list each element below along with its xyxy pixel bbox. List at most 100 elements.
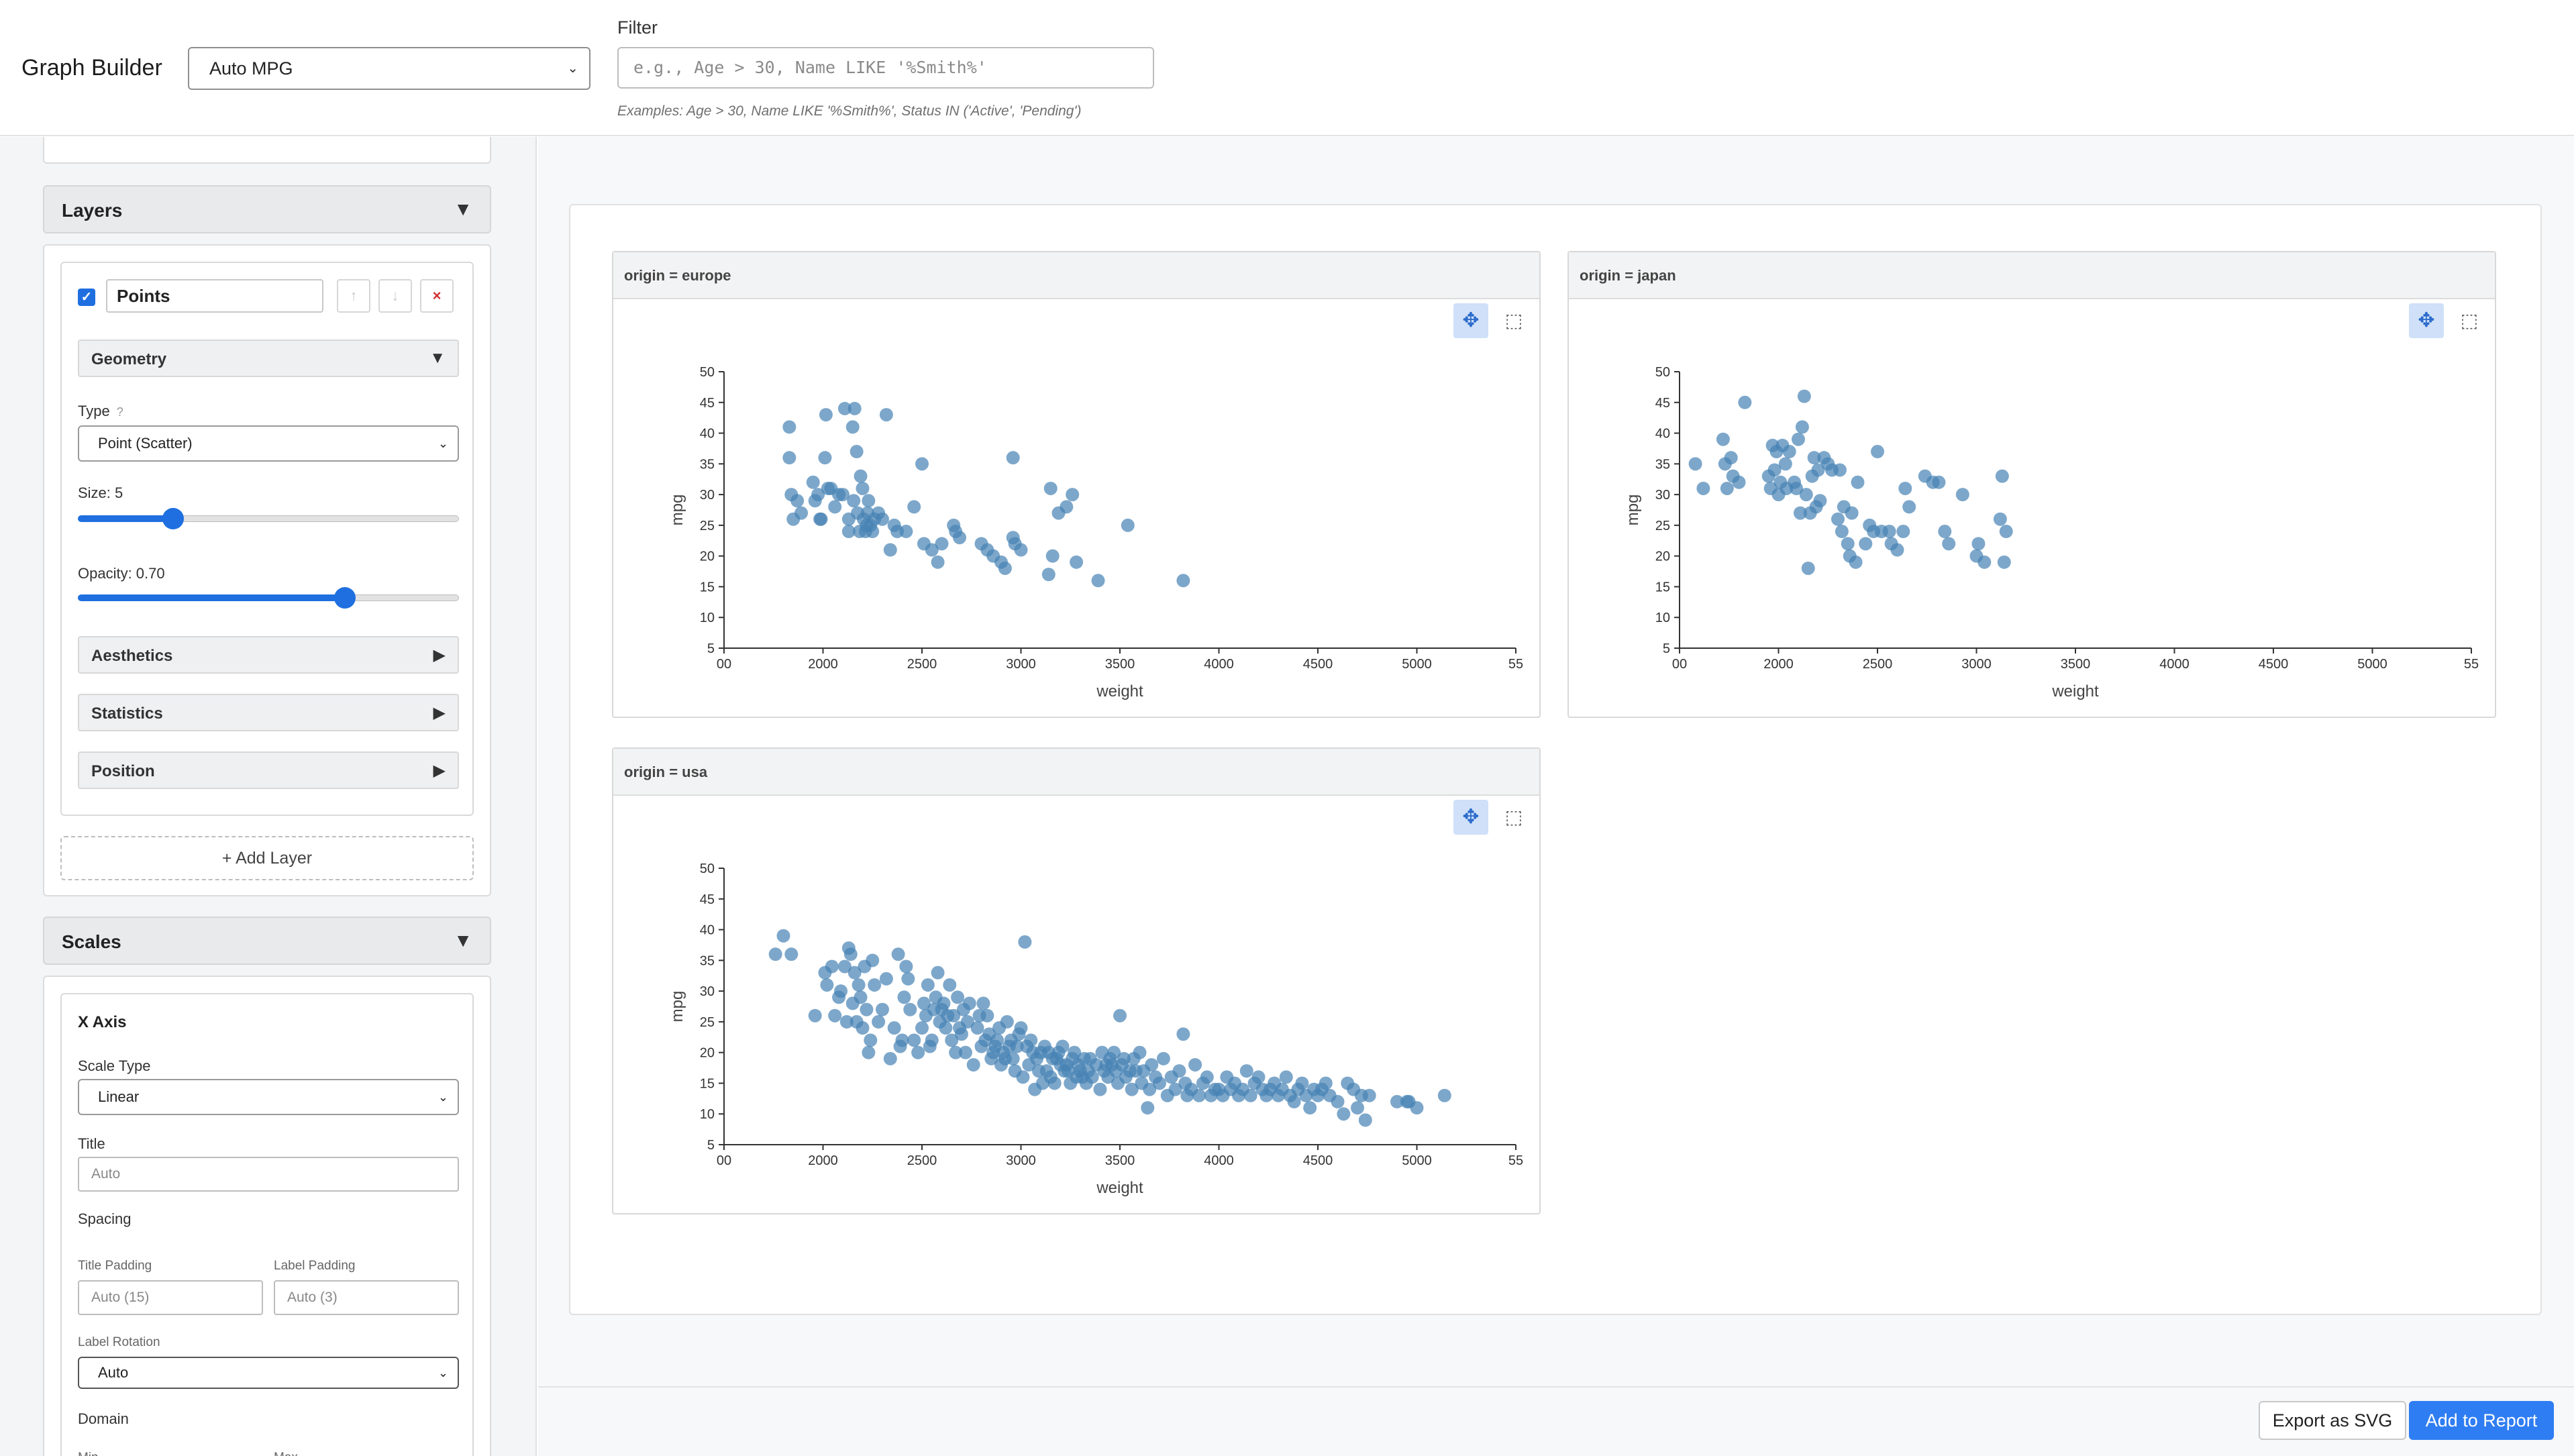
data-point[interactable] xyxy=(852,978,866,992)
data-point[interactable] xyxy=(990,1033,1005,1047)
data-point[interactable] xyxy=(883,1051,897,1065)
data-point[interactable] xyxy=(891,947,905,961)
data-point[interactable] xyxy=(1143,1082,1157,1096)
layer-name-input[interactable]: Points xyxy=(106,279,323,313)
data-point[interactable] xyxy=(1716,432,1730,446)
data-point[interactable] xyxy=(1176,574,1190,588)
data-point[interactable] xyxy=(1993,512,2007,526)
data-point[interactable] xyxy=(834,984,848,998)
data-point[interactable] xyxy=(879,972,893,986)
data-point[interactable] xyxy=(1793,506,1807,520)
data-point[interactable] xyxy=(958,1045,972,1059)
data-point[interactable] xyxy=(872,1015,886,1029)
data-point[interactable] xyxy=(1807,451,1821,465)
opacity-slider[interactable] xyxy=(78,586,459,609)
data-point[interactable] xyxy=(850,445,864,459)
data-point[interactable] xyxy=(1125,1082,1139,1096)
data-point[interactable] xyxy=(828,500,842,514)
data-point[interactable] xyxy=(1358,1113,1372,1127)
data-point[interactable] xyxy=(1767,463,1782,477)
data-point[interactable] xyxy=(1995,469,2009,483)
data-point[interactable] xyxy=(911,1045,925,1059)
data-point[interactable] xyxy=(1902,500,1916,514)
data-point[interactable] xyxy=(820,978,834,992)
data-point[interactable] xyxy=(1243,1088,1257,1102)
data-point[interactable] xyxy=(828,1008,842,1023)
data-point[interactable] xyxy=(1882,525,1896,539)
data-point[interactable] xyxy=(841,525,856,539)
data-point[interactable] xyxy=(808,1008,822,1023)
data-point[interactable] xyxy=(837,959,852,974)
data-point[interactable] xyxy=(790,494,805,508)
data-point[interactable] xyxy=(776,929,790,943)
position-section-header[interactable]: Position ▶ xyxy=(78,751,459,789)
data-point[interactable] xyxy=(1006,1051,1020,1065)
data-point[interactable] xyxy=(1795,420,1809,434)
data-point[interactable] xyxy=(966,1057,980,1072)
data-point[interactable] xyxy=(937,996,951,1010)
data-point[interactable] xyxy=(949,1045,963,1059)
box-select-button[interactable]: ⬚ xyxy=(2452,303,2487,338)
scale-type-select[interactable]: Linear ⌄ xyxy=(78,1079,459,1115)
data-point[interactable] xyxy=(1239,1064,1253,1078)
data-point[interactable] xyxy=(925,1033,939,1047)
dataset-select[interactable]: Auto MPG ⌄ xyxy=(188,47,590,90)
data-point[interactable] xyxy=(915,1021,929,1035)
data-point[interactable] xyxy=(1200,1070,1214,1084)
data-point[interactable] xyxy=(1999,525,2013,539)
data-point[interactable] xyxy=(1121,518,1135,532)
data-point[interactable] xyxy=(899,525,913,539)
data-point[interactable] xyxy=(876,1002,889,1017)
data-point[interactable] xyxy=(1732,475,1746,489)
data-point[interactable] xyxy=(1287,1094,1301,1108)
data-point[interactable] xyxy=(1696,481,1710,495)
data-point[interactable] xyxy=(1792,432,1805,446)
data-point[interactable] xyxy=(1156,1051,1170,1065)
title-padding-input[interactable]: Auto (15) xyxy=(78,1280,263,1315)
geometry-section-header[interactable]: Geometry ▼ xyxy=(78,340,459,377)
move-down-button[interactable]: ↓ xyxy=(378,279,412,313)
data-point[interactable] xyxy=(876,512,889,526)
data-point[interactable] xyxy=(1085,1070,1099,1084)
data-point[interactable] xyxy=(864,1033,878,1047)
data-point[interactable] xyxy=(862,1045,876,1059)
data-point[interactable] xyxy=(1997,555,2011,569)
data-point[interactable] xyxy=(806,475,820,489)
data-point[interactable] xyxy=(907,500,921,514)
data-point[interactable] xyxy=(1279,1070,1293,1084)
data-point[interactable] xyxy=(782,451,796,465)
data-point[interactable] xyxy=(1047,1076,1062,1090)
box-select-button[interactable]: ⬚ xyxy=(1496,800,1531,835)
data-point[interactable] xyxy=(1971,537,1986,551)
statistics-section-header[interactable]: Statistics ▶ xyxy=(78,694,459,731)
data-point[interactable] xyxy=(1041,568,1056,582)
data-point[interactable] xyxy=(1337,1107,1351,1121)
data-point[interactable] xyxy=(931,555,945,569)
move-up-button[interactable]: ↑ xyxy=(337,279,370,313)
data-point[interactable] xyxy=(1833,463,1847,477)
data-point[interactable] xyxy=(1006,451,1020,465)
data-point[interactable] xyxy=(794,506,809,520)
data-point[interactable] xyxy=(1851,475,1865,489)
data-point[interactable] xyxy=(951,990,965,1004)
data-point[interactable] xyxy=(1117,1051,1131,1065)
data-point[interactable] xyxy=(1813,494,1827,508)
data-point[interactable] xyxy=(1153,1076,1166,1090)
data-point[interactable] xyxy=(925,543,939,557)
data-point[interactable] xyxy=(1045,549,1060,563)
data-point[interactable] xyxy=(862,494,876,508)
data-point[interactable] xyxy=(1176,1027,1190,1041)
data-point[interactable] xyxy=(915,457,929,471)
data-point[interactable] xyxy=(1113,1008,1127,1023)
data-point[interactable] xyxy=(1955,488,1969,502)
scatter-plot[interactable]: 00 2000 2500 3000 3500 4000 4500 5000 5551015202… xyxy=(1569,252,2498,719)
data-point[interactable] xyxy=(1724,451,1738,465)
data-point[interactable] xyxy=(960,1015,974,1029)
data-point[interactable] xyxy=(903,1002,917,1017)
data-point[interactable] xyxy=(970,1021,984,1035)
data-point[interactable] xyxy=(1172,1064,1186,1078)
data-point[interactable] xyxy=(945,1033,959,1047)
data-point[interactable] xyxy=(1790,481,1804,495)
pan-tool-button[interactable]: ✥ xyxy=(1453,800,1488,835)
data-point[interactable] xyxy=(1811,463,1825,477)
